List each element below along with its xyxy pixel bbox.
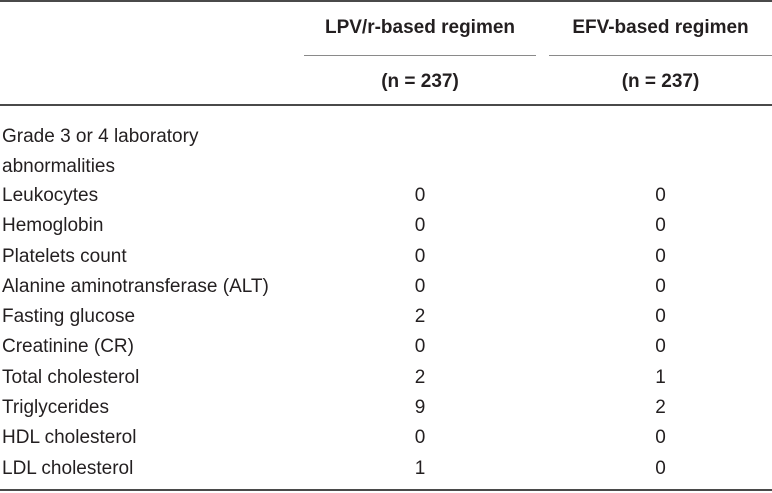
cell-efv-value: 0: [655, 185, 666, 206]
table-body: Leukocytes 0 0 Hemoglobin 0 0 Platelets count 0…: [0, 181, 772, 484]
table-row: Alanine aminotransferase (ALT) 0 0: [0, 272, 772, 302]
row-label: Alanine aminotransferase (ALT): [2, 275, 269, 297]
table-row: Platelets count 0 0: [0, 242, 772, 272]
cell-lpv-value: 0: [414, 215, 426, 237]
table-row: Creatinine (CR) 0 0: [0, 332, 772, 362]
column-n-lpv: (n = 237): [381, 71, 459, 92]
cell-lpv-value: 2: [414, 366, 426, 388]
column-header-lpv-rule: [304, 55, 536, 56]
table-row: Fasting glucose 2 0: [0, 302, 772, 332]
cell-efv-value: 0: [655, 336, 666, 358]
table-row: HDL cholesterol 0 0: [0, 423, 772, 453]
cell-efv-value: 0: [655, 427, 666, 449]
cell-efv-value: 0: [655, 457, 666, 479]
cell-efv-value: 2: [655, 397, 666, 419]
cell-lpv-value: 0: [414, 245, 426, 267]
column-header-lpv: LPV/r-based regimen: [324, 17, 516, 38]
table-row: Triglycerides 9 2: [0, 393, 772, 423]
table-bottom-rule: [0, 489, 772, 491]
row-label: HDL cholesterol: [2, 427, 137, 449]
table-row: Total cholesterol 2 1: [0, 363, 772, 393]
column-n-efv: (n = 237): [621, 71, 700, 92]
cell-lpv-value: 9: [414, 397, 426, 419]
cell-efv-value: 1: [655, 366, 666, 388]
table-row: Leukocytes 0 0: [0, 181, 772, 211]
cell-lpv-value: 0: [414, 275, 426, 297]
header-bottom-rule: [0, 104, 772, 106]
table-top-rule: [0, 0, 772, 2]
section-label: Grade 3 or 4 laboratory abnormalities: [2, 126, 199, 177]
cell-efv-value: 0: [655, 306, 666, 328]
column-header-efv-rule: [549, 55, 772, 56]
row-label: LDL cholesterol: [2, 457, 134, 479]
table-row: Hemoglobin 0 0: [0, 211, 772, 241]
row-label: Leukocytes: [2, 185, 99, 206]
row-label: Hemoglobin: [2, 215, 104, 237]
cell-lpv-value: 0: [414, 336, 426, 358]
row-label: Total cholesterol: [2, 366, 140, 388]
row-label: Platelets count: [2, 245, 127, 267]
cell-lpv-value: 0: [414, 427, 426, 449]
row-label: Triglycerides: [2, 397, 109, 419]
cell-efv-value: 0: [655, 245, 666, 267]
cell-lpv-value: 1: [414, 457, 426, 479]
row-label: Creatinine (CR): [2, 336, 134, 358]
cell-lpv-value: 0: [414, 185, 426, 206]
row-label: Fasting glucose: [2, 306, 136, 328]
table-row: LDL cholesterol 1 0: [0, 454, 772, 484]
column-header-efv: EFV-based regimen: [572, 17, 749, 38]
cell-lpv-value: 2: [414, 306, 426, 328]
cell-efv-value: 0: [655, 215, 666, 237]
cell-efv-value: 0: [655, 275, 666, 297]
